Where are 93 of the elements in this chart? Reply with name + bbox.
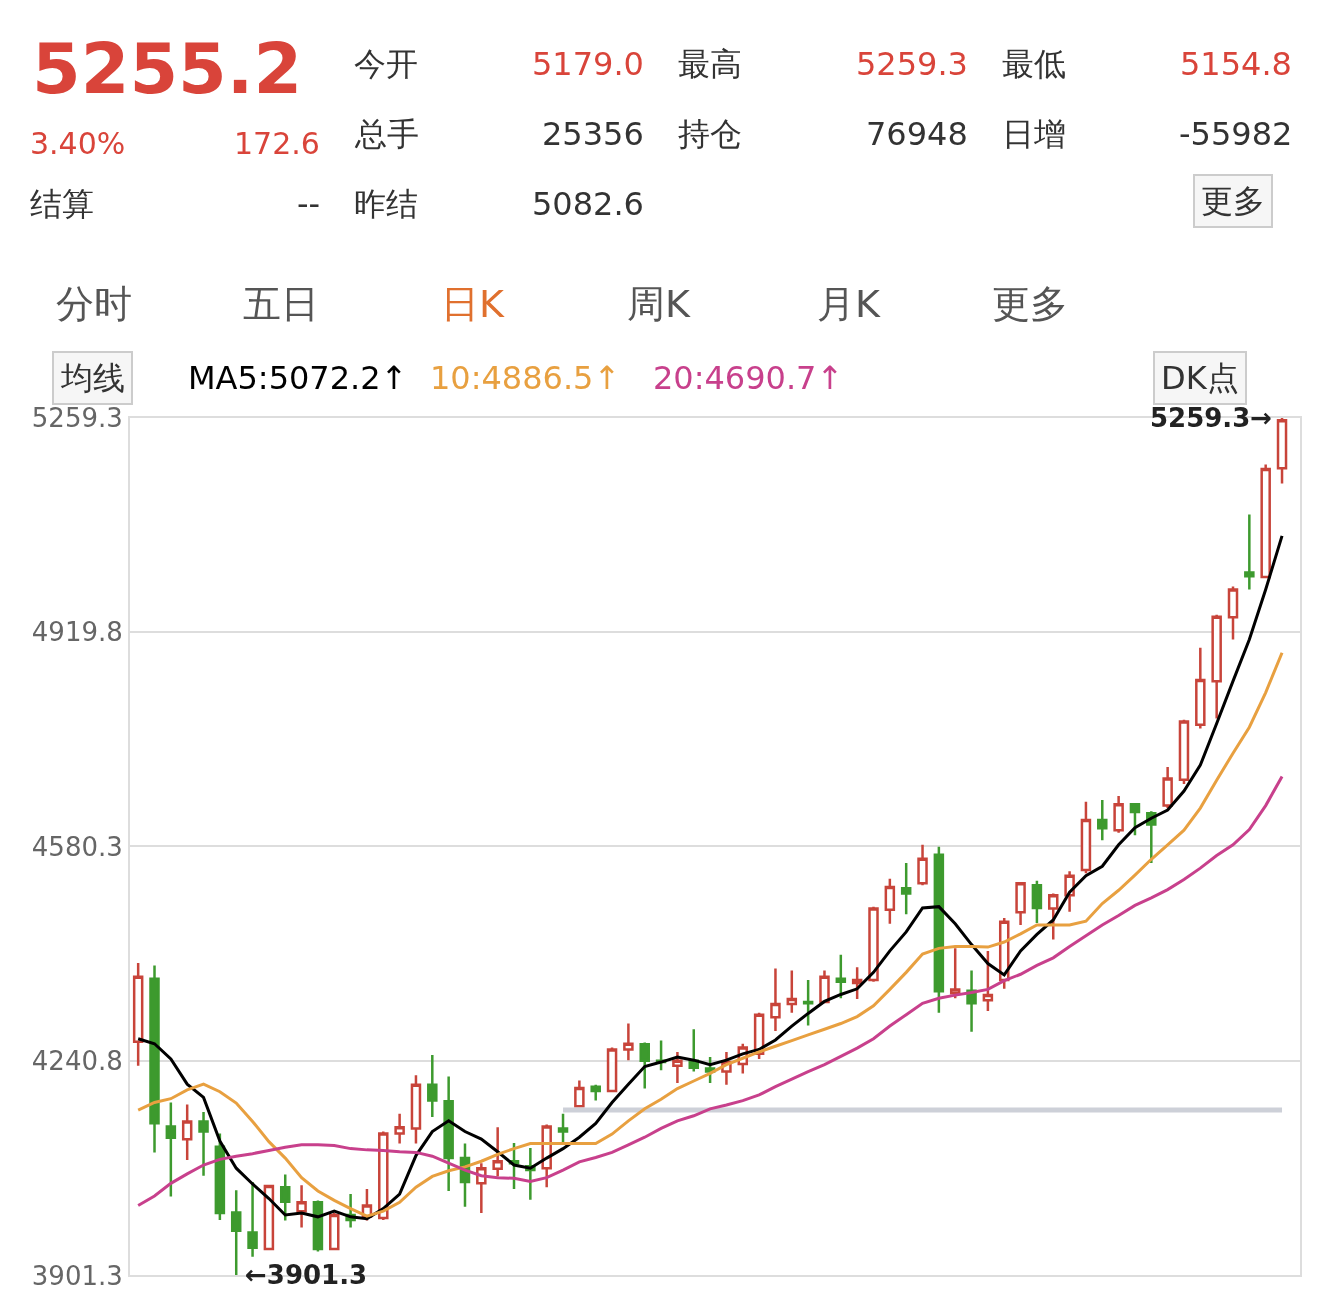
candlestick	[394, 1112, 405, 1145]
candlestick	[851, 966, 863, 1001]
y-tick-label: 4580.3	[31, 831, 123, 862]
candlestick	[443, 1075, 454, 1193]
y-tick-label: 5259.3	[31, 402, 123, 433]
text: 5154.8	[1180, 45, 1292, 83]
text: 5255.2	[32, 28, 303, 110]
candlestick	[1195, 646, 1206, 730]
text: 20:4690.7↑	[653, 359, 844, 397]
candlestick	[1162, 765, 1173, 810]
candlestick	[966, 969, 977, 1033]
text: MA5:5072.2↑	[188, 359, 408, 397]
text: 结算	[30, 185, 94, 223]
candlestick	[279, 1173, 291, 1222]
candlestick	[786, 969, 798, 1015]
candlestick	[1227, 585, 1239, 641]
candlestick	[1015, 881, 1026, 927]
candlestick	[165, 1101, 177, 1198]
candlestick	[247, 1180, 258, 1258]
text: 172.6	[234, 126, 320, 161]
line-series	[136, 775, 1284, 1207]
line-series	[136, 651, 1284, 1218]
candlestick	[639, 1041, 650, 1090]
candlestick	[1113, 794, 1124, 835]
candlestick	[802, 978, 814, 1027]
line-series	[136, 534, 1284, 1221]
candlestick	[688, 1027, 700, 1073]
candlestick	[1260, 463, 1271, 579]
candlestick	[476, 1161, 487, 1215]
candlestick	[1211, 613, 1222, 720]
candlestick	[132, 961, 144, 1068]
text: DK点	[1161, 359, 1239, 397]
text: 周K	[627, 282, 691, 326]
text: 总手	[354, 115, 419, 153]
text: 最高	[678, 45, 742, 83]
candlestick	[296, 1183, 307, 1229]
candlestick	[917, 843, 928, 887]
text: 五日	[243, 282, 319, 326]
candlestick	[1244, 513, 1255, 591]
y-tick-label: 4919.8	[31, 617, 123, 648]
candlestick	[1031, 879, 1043, 925]
text: 3.40%	[30, 126, 126, 161]
candlestick	[1048, 892, 1059, 941]
candlestick	[1276, 417, 1288, 485]
y-tick-label: 4240.8	[31, 1046, 123, 1077]
candlestick	[427, 1053, 438, 1119]
text: 25356	[542, 115, 644, 153]
text: --	[297, 185, 321, 223]
candlestick	[868, 905, 879, 984]
candlestick	[198, 1110, 209, 1178]
text: 持仓	[678, 115, 742, 153]
text: -55982	[1179, 115, 1293, 153]
candlestick	[770, 967, 781, 1033]
annotation: ←3901.3	[245, 1260, 368, 1290]
candlestick	[623, 1022, 634, 1062]
candlestick	[606, 1046, 618, 1093]
candlestick	[1097, 798, 1108, 842]
text: 5082.6	[532, 185, 644, 223]
candlestick	[574, 1079, 585, 1108]
candlestick	[884, 877, 896, 925]
candlestick	[900, 861, 912, 916]
candlestick	[410, 1074, 422, 1145]
candlestick	[329, 1211, 340, 1251]
text: 更多	[1201, 182, 1265, 220]
y-tick-label: 3901.3	[31, 1260, 123, 1291]
candlestick	[672, 1050, 683, 1085]
text: 昨结	[354, 185, 418, 223]
text: 76948	[866, 115, 968, 153]
candlestick	[149, 964, 160, 1154]
text: 5179.0	[532, 45, 644, 83]
annotation: 5259.3→	[1150, 403, 1273, 433]
candlestick	[933, 845, 945, 1015]
text: 最低	[1002, 45, 1066, 83]
candlestick	[181, 1103, 193, 1162]
text: 更多	[992, 282, 1068, 326]
candlestick	[1080, 800, 1092, 875]
text: 10:4886.5↑	[430, 359, 621, 397]
candlestick	[230, 1189, 242, 1276]
text: 今开	[354, 45, 418, 83]
candlestick	[835, 953, 847, 1000]
text: 5259.3	[856, 45, 968, 83]
text: 日K	[441, 282, 505, 326]
candlestick	[590, 1083, 601, 1102]
candlestick	[557, 1112, 569, 1145]
text: 月K	[817, 282, 881, 326]
candlestick	[1178, 718, 1190, 786]
candlestick	[819, 969, 830, 1004]
candlestick	[1129, 802, 1141, 837]
candlestick	[492, 1125, 503, 1178]
text: 均线	[60, 359, 125, 397]
text: 日增	[1002, 115, 1066, 153]
text: 分时	[56, 282, 132, 326]
candlestick	[949, 947, 961, 1000]
